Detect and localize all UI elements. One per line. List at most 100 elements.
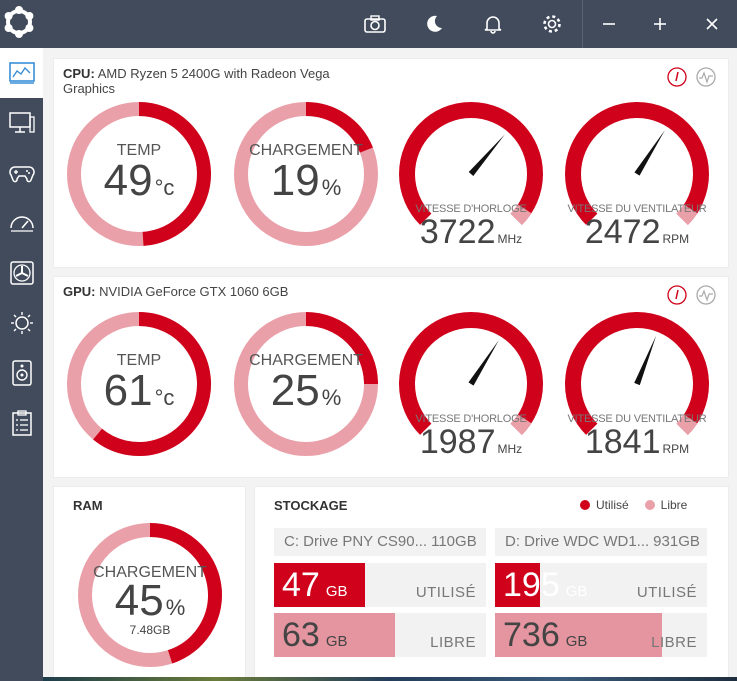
- drive-name[interactable]: D: Drive WDC WD1... 931GB: [495, 528, 707, 556]
- drive-free-bar: 63 GB LIBRE: [274, 613, 486, 657]
- drive-free-value: 736: [503, 616, 560, 654]
- cpu-load-label: CHARGEMENT: [249, 142, 363, 159]
- gpu-fan-value: 1841: [584, 423, 661, 461]
- cpu-load-fill: [305, 102, 373, 153]
- monitor-icon: [8, 112, 35, 133]
- maximize-button[interactable]: [636, 0, 684, 48]
- cpu-temp-fill: [138, 102, 211, 246]
- ram-load-label: CHARGEMENT: [93, 564, 207, 581]
- sidebar-item-gaming[interactable]: [0, 148, 43, 198]
- cpu-fan-track: [565, 102, 709, 225]
- drive-used-value-wrap: 195 GB: [503, 565, 587, 607]
- drive-label: D: Drive WDC WD1...: [505, 533, 650, 550]
- gpu-temp-value: 61: [103, 366, 153, 415]
- cpu-card: CPU: AMD Ryzen 5 2400G with Radeon Vega …: [53, 58, 729, 268]
- screenshot-button[interactable]: [351, 0, 399, 48]
- camera-icon: [364, 15, 386, 33]
- drive-used-label: UTILISÉ: [415, 584, 476, 601]
- storage-legend: Utilisé Libre: [580, 498, 687, 512]
- speaker-icon: [11, 360, 32, 386]
- sidebar-item-cooling[interactable]: [0, 248, 43, 298]
- cpu-load-gauge: CHARGEMENT 19%: [231, 99, 381, 249]
- gpu-fan-gauge: VITESSE DU VENTILATEUR 1841 RPM: [562, 309, 712, 461]
- gpu-pulse-icon[interactable]: [696, 285, 716, 305]
- drive-used-label: UTILISÉ: [636, 584, 697, 601]
- free-legend-dot: [644, 500, 655, 510]
- gpu-fan-unit: RPM: [662, 442, 690, 456]
- cpu-temp-value-wrap: 49°c: [64, 157, 214, 212]
- gpu-clock-needle: [468, 340, 499, 386]
- cpu-fan-label: VITESSE DU VENTILATEUR: [567, 203, 707, 215]
- drive-name[interactable]: C: Drive PNY CS90... 110GB: [274, 528, 486, 556]
- gpu-temp-value-wrap: 61°c: [64, 367, 214, 422]
- cpu-name: AMD Ryzen 5 2400G with Radeon Vega Graph…: [63, 66, 330, 96]
- gpu-clock-value-wrap: 1987 MHz: [396, 423, 546, 468]
- title-bar: [0, 0, 737, 48]
- drive-free-fill: [274, 613, 395, 657]
- drive-used-fill: [495, 563, 540, 607]
- bell-icon: [484, 16, 502, 34]
- storage-card: STOCKAGE Utilisé Libre C: Drive PNY CS90…: [254, 486, 729, 681]
- drive-used-bar: 47 GB UTILISÉ: [274, 563, 486, 607]
- cpu-fan-unit: RPM: [662, 232, 690, 246]
- gpu-clock-gauge: VITESSE D'HORLOGE 1987 MHz: [396, 309, 546, 461]
- sidebar-item-lighting[interactable]: [0, 298, 43, 348]
- cpu-temp-label: TEMP: [116, 142, 162, 159]
- cpu-fan-value: 2472: [584, 213, 661, 251]
- cpu-clock-gauge: VITESSE D'HORLOGE 3722 MHz: [396, 99, 546, 251]
- dark-mode-button[interactable]: [410, 0, 458, 48]
- cpu-pulse-icon[interactable]: [696, 67, 716, 87]
- drive-free-unit: GB: [565, 633, 588, 650]
- gpu-load-fill: [305, 312, 378, 385]
- sidebar-item-dashboard[interactable]: [0, 48, 43, 98]
- cpu-fan-track-end: [676, 204, 698, 225]
- ram-load-fill: [149, 523, 222, 664]
- speedometer-icon: [9, 216, 34, 232]
- cpu-thermometer-icon[interactable]: [667, 67, 687, 87]
- drive-free-value-wrap: 736 GB: [503, 615, 587, 657]
- drive-used-unit: GB: [565, 583, 588, 600]
- cpu-clock-dial: [399, 102, 543, 225]
- gpu-load-value-wrap: 25%: [231, 367, 381, 422]
- gpu-name: NVIDIA GeForce GTX 1060 6GB: [99, 284, 289, 299]
- gpu-fan-value-wrap: 1841 RPM: [562, 423, 712, 468]
- storage-title: STOCKAGE: [274, 498, 348, 513]
- sidebar-item-system[interactable]: [0, 98, 43, 148]
- cpu-fan-value-wrap: 2472 RPM: [562, 213, 712, 258]
- settings-button[interactable]: [528, 0, 576, 48]
- close-icon: [706, 18, 718, 30]
- cpu-temp-gauge: TEMP 49°c: [64, 99, 214, 249]
- cpu-load-ring: [234, 102, 378, 246]
- sidebar-item-reports[interactable]: [0, 398, 43, 448]
- gpu-temp-ring: [67, 312, 211, 456]
- sidebar-item-audio[interactable]: [0, 348, 43, 398]
- sidebar-item-performance[interactable]: [0, 198, 43, 248]
- cpu-fan-gauge: VITESSE DU VENTILATEUR 2472 RPM: [562, 99, 712, 251]
- gpu-temp-fill: [93, 312, 211, 456]
- gpu-load-label: CHARGEMENT: [249, 352, 363, 369]
- gpu-thermometer-icon[interactable]: [667, 285, 687, 305]
- ram-load-ring: [78, 523, 222, 667]
- minimize-icon: [603, 23, 615, 25]
- drive-free-fill: [495, 613, 663, 657]
- gpu-load-unit: %: [321, 385, 342, 410]
- drive-free-unit: GB: [325, 633, 348, 650]
- notifications-button[interactable]: [469, 0, 517, 48]
- clipboard-icon: [11, 410, 32, 436]
- drive-used-bar: 195 GB UTILISÉ: [495, 563, 707, 607]
- drive-label: C: Drive PNY CS90...: [284, 533, 428, 550]
- drive-free-bar: 736 GB LIBRE: [495, 613, 707, 657]
- gpu-temp-unit: °c: [154, 385, 175, 410]
- cpu-clock-unit: MHz: [497, 232, 523, 246]
- drive-free-value: 63: [282, 616, 320, 654]
- close-button[interactable]: [688, 0, 736, 48]
- dashboard-icon: [8, 62, 35, 84]
- cpu-load-unit: %: [321, 175, 342, 200]
- gpu-clock-unit: MHz: [497, 442, 523, 456]
- desktop-strip: [43, 677, 737, 681]
- gpu-temp-gauge: TEMP 61°c: [64, 309, 214, 459]
- minimize-button[interactable]: [585, 0, 633, 48]
- gpu-clock-label: VITESSE D'HORLOGE: [415, 413, 527, 425]
- sidebar: [0, 48, 43, 681]
- cpu-label: CPU:: [63, 66, 95, 81]
